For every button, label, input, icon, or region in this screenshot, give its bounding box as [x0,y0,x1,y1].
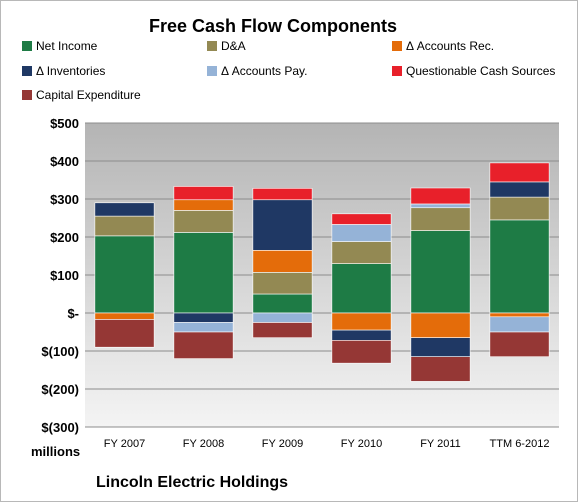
bars [94,162,550,382]
x-tick-label: FY 2011 [420,438,461,450]
bar-inventories [173,312,234,323]
bar-d-a [252,272,313,295]
bar-questionable-cash-sources [331,213,392,225]
legend-label: Δ Accounts Pay. [221,64,308,78]
legend-item: D&A [207,39,246,53]
bar-accounts-pay [489,316,550,333]
bar-accounts-rec [410,312,471,339]
legend: Net Income D&A Δ Accounts Rec. Δ Inventorie… [22,39,555,102]
legend-item: Capital Expenditure [22,88,141,102]
bar-inventories [410,337,471,358]
bar-accounts-rec [94,312,155,320]
legend-label: Δ Inventories [36,64,105,78]
x-tick-label: FY 2007 [104,438,145,450]
legend-item: Δ Accounts Rec. [392,39,494,53]
legend-swatch [22,66,32,76]
legend-label: D&A [221,39,246,53]
x-axis: FY 2007 FY 2008 FY 2009 FY 2010 FY 2011 TTM 6… [104,438,550,450]
bar-accounts-rec [252,250,313,273]
legend-item: Δ Inventories [22,64,105,78]
bar-inventories [489,181,550,198]
legend-swatch [392,66,402,76]
legend-swatch [207,41,217,51]
bar-capital-expenditure [252,322,313,338]
bar-inventories [94,202,155,217]
gridlines [85,122,559,428]
bar-d-a [410,207,471,231]
bar-net-income [410,230,471,314]
bar-d-a [94,215,155,237]
company-name: Lincoln Electric Holdings [96,474,288,491]
bar-capital-expenditure [489,331,550,358]
x-tick-label: FY 2009 [262,438,303,450]
bar-d-a [331,241,392,264]
y-tick-label: $500 [50,116,79,131]
y-tick-label: $100 [50,268,79,283]
bar-net-income [331,263,392,314]
bar-capital-expenditure [173,331,234,359]
legend-swatch [22,41,32,51]
y-tick-label: $300 [50,192,79,207]
bar-d-a [489,196,550,221]
bar-net-income [173,232,234,314]
bar-capital-expenditure [410,356,471,382]
bar-accounts-pay [331,224,392,242]
y-axis: $500 $400 $300 $200 $100 $- $(100) $(200) $(300) [41,116,79,435]
y-tick-label: $400 [50,154,79,169]
legend-label: Capital Expenditure [36,88,141,102]
bar-accounts-pay [410,203,471,209]
bar-questionable-cash-sources [410,187,471,205]
y-tick-label: $- [67,306,79,321]
legend-swatch [22,90,32,100]
bar-questionable-cash-sources [173,186,234,201]
x-tick-label: FY 2008 [183,438,224,450]
bar-net-income [94,235,155,314]
y-tick-label: $(100) [41,344,79,359]
bar-questionable-cash-sources [489,162,550,183]
bar-capital-expenditure [94,319,155,348]
legend-label: Net Income [36,39,98,53]
bar-accounts-rec [331,312,392,331]
x-tick-label: TTM 6-2012 [490,438,550,450]
legend-swatch [392,41,402,51]
bar-capital-expenditure [331,340,392,364]
legend-item: Questionable Cash Sources [392,64,555,78]
x-tick-label: FY 2010 [341,438,382,450]
bar-inventories [331,329,392,341]
bar-questionable-cash-sources [252,188,313,201]
bar-net-income [489,219,550,314]
bar-net-income [252,293,313,314]
y-tick-label: $(300) [41,420,79,435]
legend-item: Δ Accounts Pay. [207,64,308,78]
bar-accounts-rec [489,312,550,318]
legend-label: Δ Accounts Rec. [406,39,494,53]
y-tick-label: $200 [50,230,79,245]
bar-accounts-rec [173,199,234,211]
y-tick-label: $(200) [41,382,79,397]
bar-d-a [173,210,234,233]
bar-inventories [252,199,313,251]
legend-label: Questionable Cash Sources [406,64,555,78]
unit-label: millions [31,444,80,459]
bar-accounts-pay [252,312,313,323]
bar-accounts-pay [173,322,234,333]
chart-title: Free Cash Flow Components [149,16,397,36]
legend-swatch [207,66,217,76]
legend-item: Net Income [22,39,98,53]
